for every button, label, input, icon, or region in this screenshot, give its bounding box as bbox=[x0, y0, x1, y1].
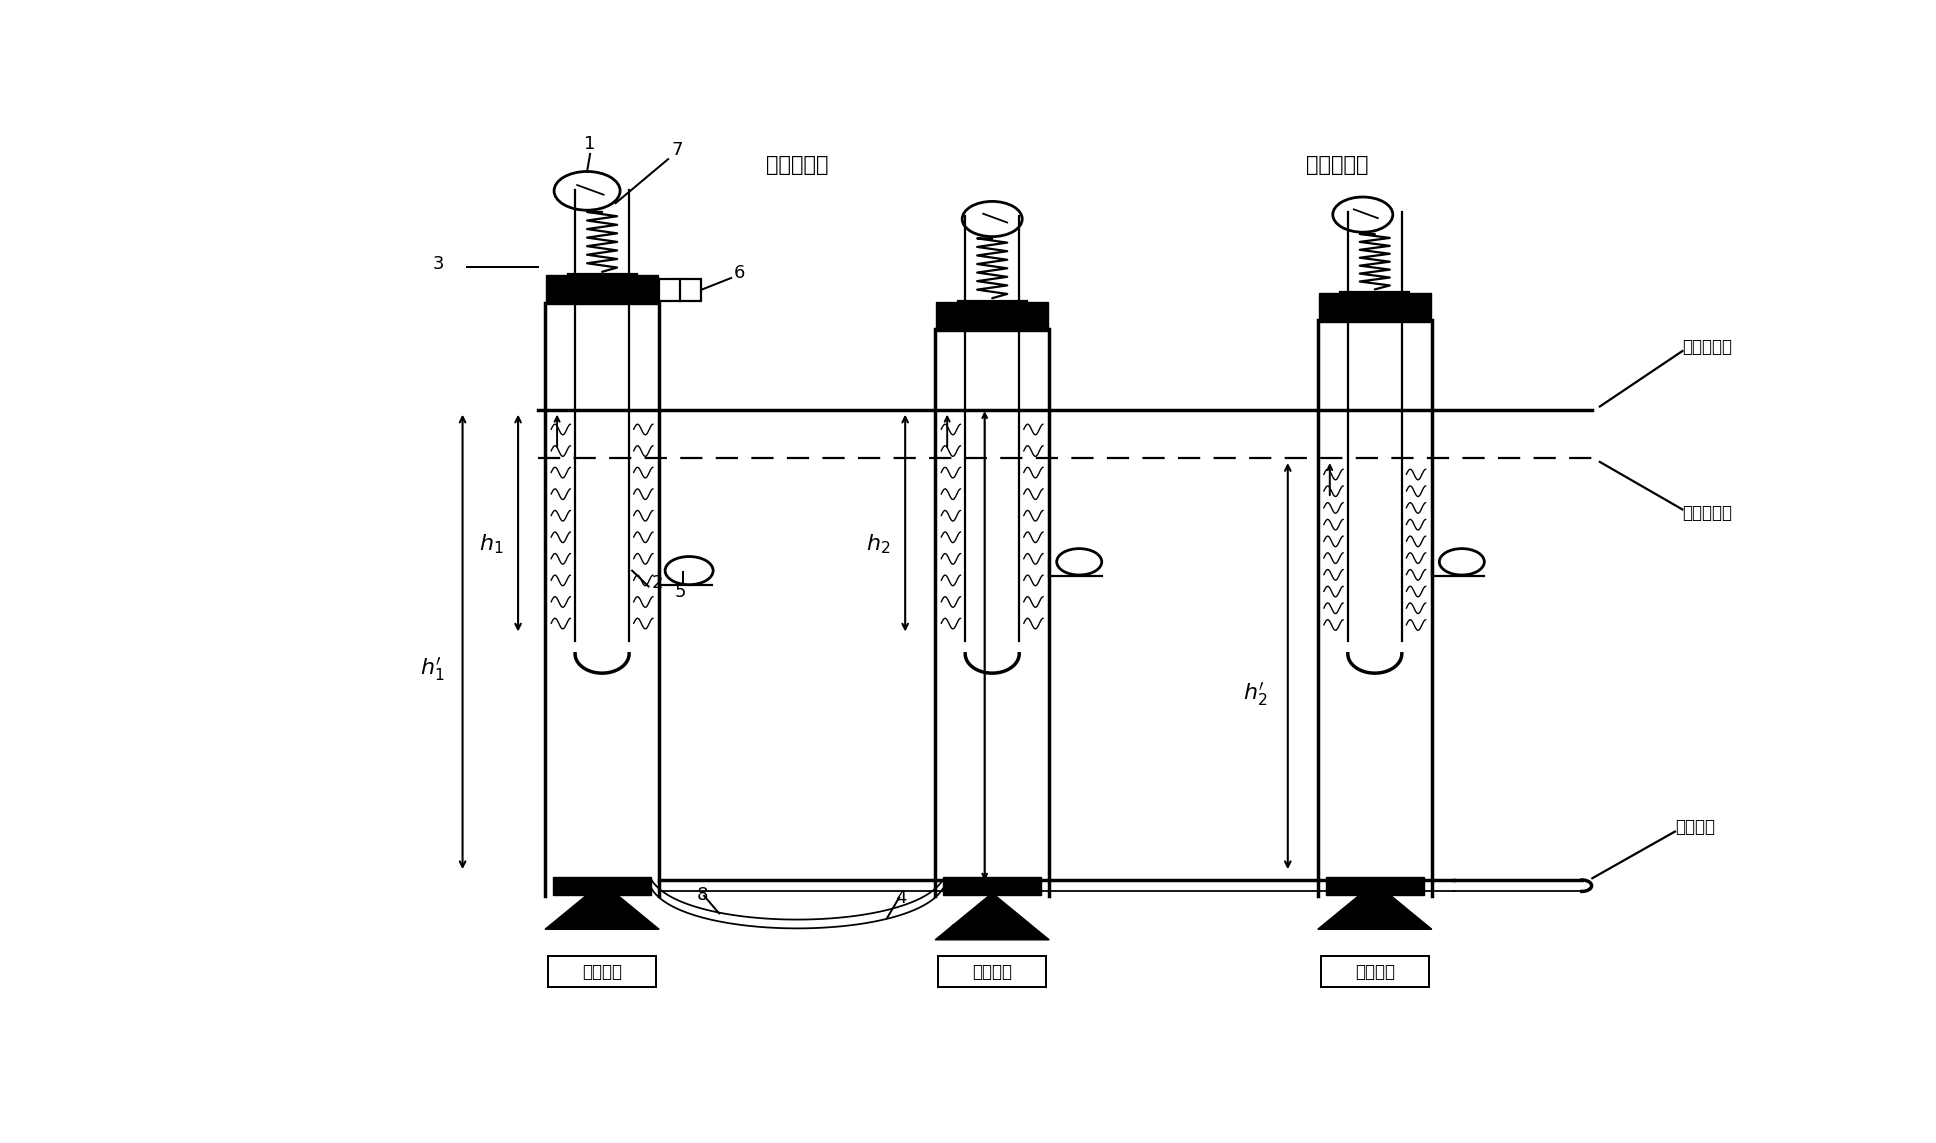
Text: 下挠测点: 下挠测点 bbox=[972, 962, 1013, 981]
Bar bbox=[554, 878, 650, 895]
Text: 5: 5 bbox=[674, 583, 685, 601]
Bar bbox=[1326, 878, 1423, 895]
Polygon shape bbox=[546, 882, 658, 929]
Text: $h_2'$: $h_2'$ bbox=[1243, 680, 1266, 708]
Text: 8: 8 bbox=[697, 886, 709, 904]
Bar bbox=[1320, 956, 1429, 988]
Text: $h_1'$: $h_1'$ bbox=[420, 656, 445, 684]
Text: 变形后管位: 变形后管位 bbox=[1307, 155, 1369, 175]
Text: 固定基点: 固定基点 bbox=[583, 962, 621, 981]
Bar bbox=[943, 878, 1042, 895]
Bar bbox=[546, 275, 658, 304]
Bar bbox=[935, 302, 1049, 330]
Text: $h_1$: $h_1$ bbox=[478, 533, 503, 555]
Polygon shape bbox=[935, 893, 1049, 940]
Bar bbox=[939, 956, 1045, 988]
Text: 7: 7 bbox=[672, 141, 683, 159]
Text: 接其他管: 接其他管 bbox=[1675, 818, 1715, 837]
Text: 变形前液面: 变形前液面 bbox=[1682, 337, 1733, 355]
Text: 下挠测点: 下挠测点 bbox=[1355, 962, 1394, 981]
Text: $h_2$: $h_2$ bbox=[865, 533, 891, 555]
Text: 3: 3 bbox=[432, 255, 443, 273]
Text: f: f bbox=[949, 925, 954, 943]
Polygon shape bbox=[1318, 882, 1433, 929]
Text: 6: 6 bbox=[734, 264, 745, 282]
Text: 变形前管位: 变形前管位 bbox=[767, 155, 829, 175]
Text: 变形后液面: 变形后液面 bbox=[1682, 504, 1733, 522]
Bar bbox=[548, 956, 656, 988]
Bar bbox=[658, 279, 701, 301]
Text: 2: 2 bbox=[652, 574, 664, 592]
Text: 4: 4 bbox=[894, 889, 906, 906]
Bar bbox=[1318, 293, 1431, 322]
Text: 1: 1 bbox=[585, 135, 596, 153]
